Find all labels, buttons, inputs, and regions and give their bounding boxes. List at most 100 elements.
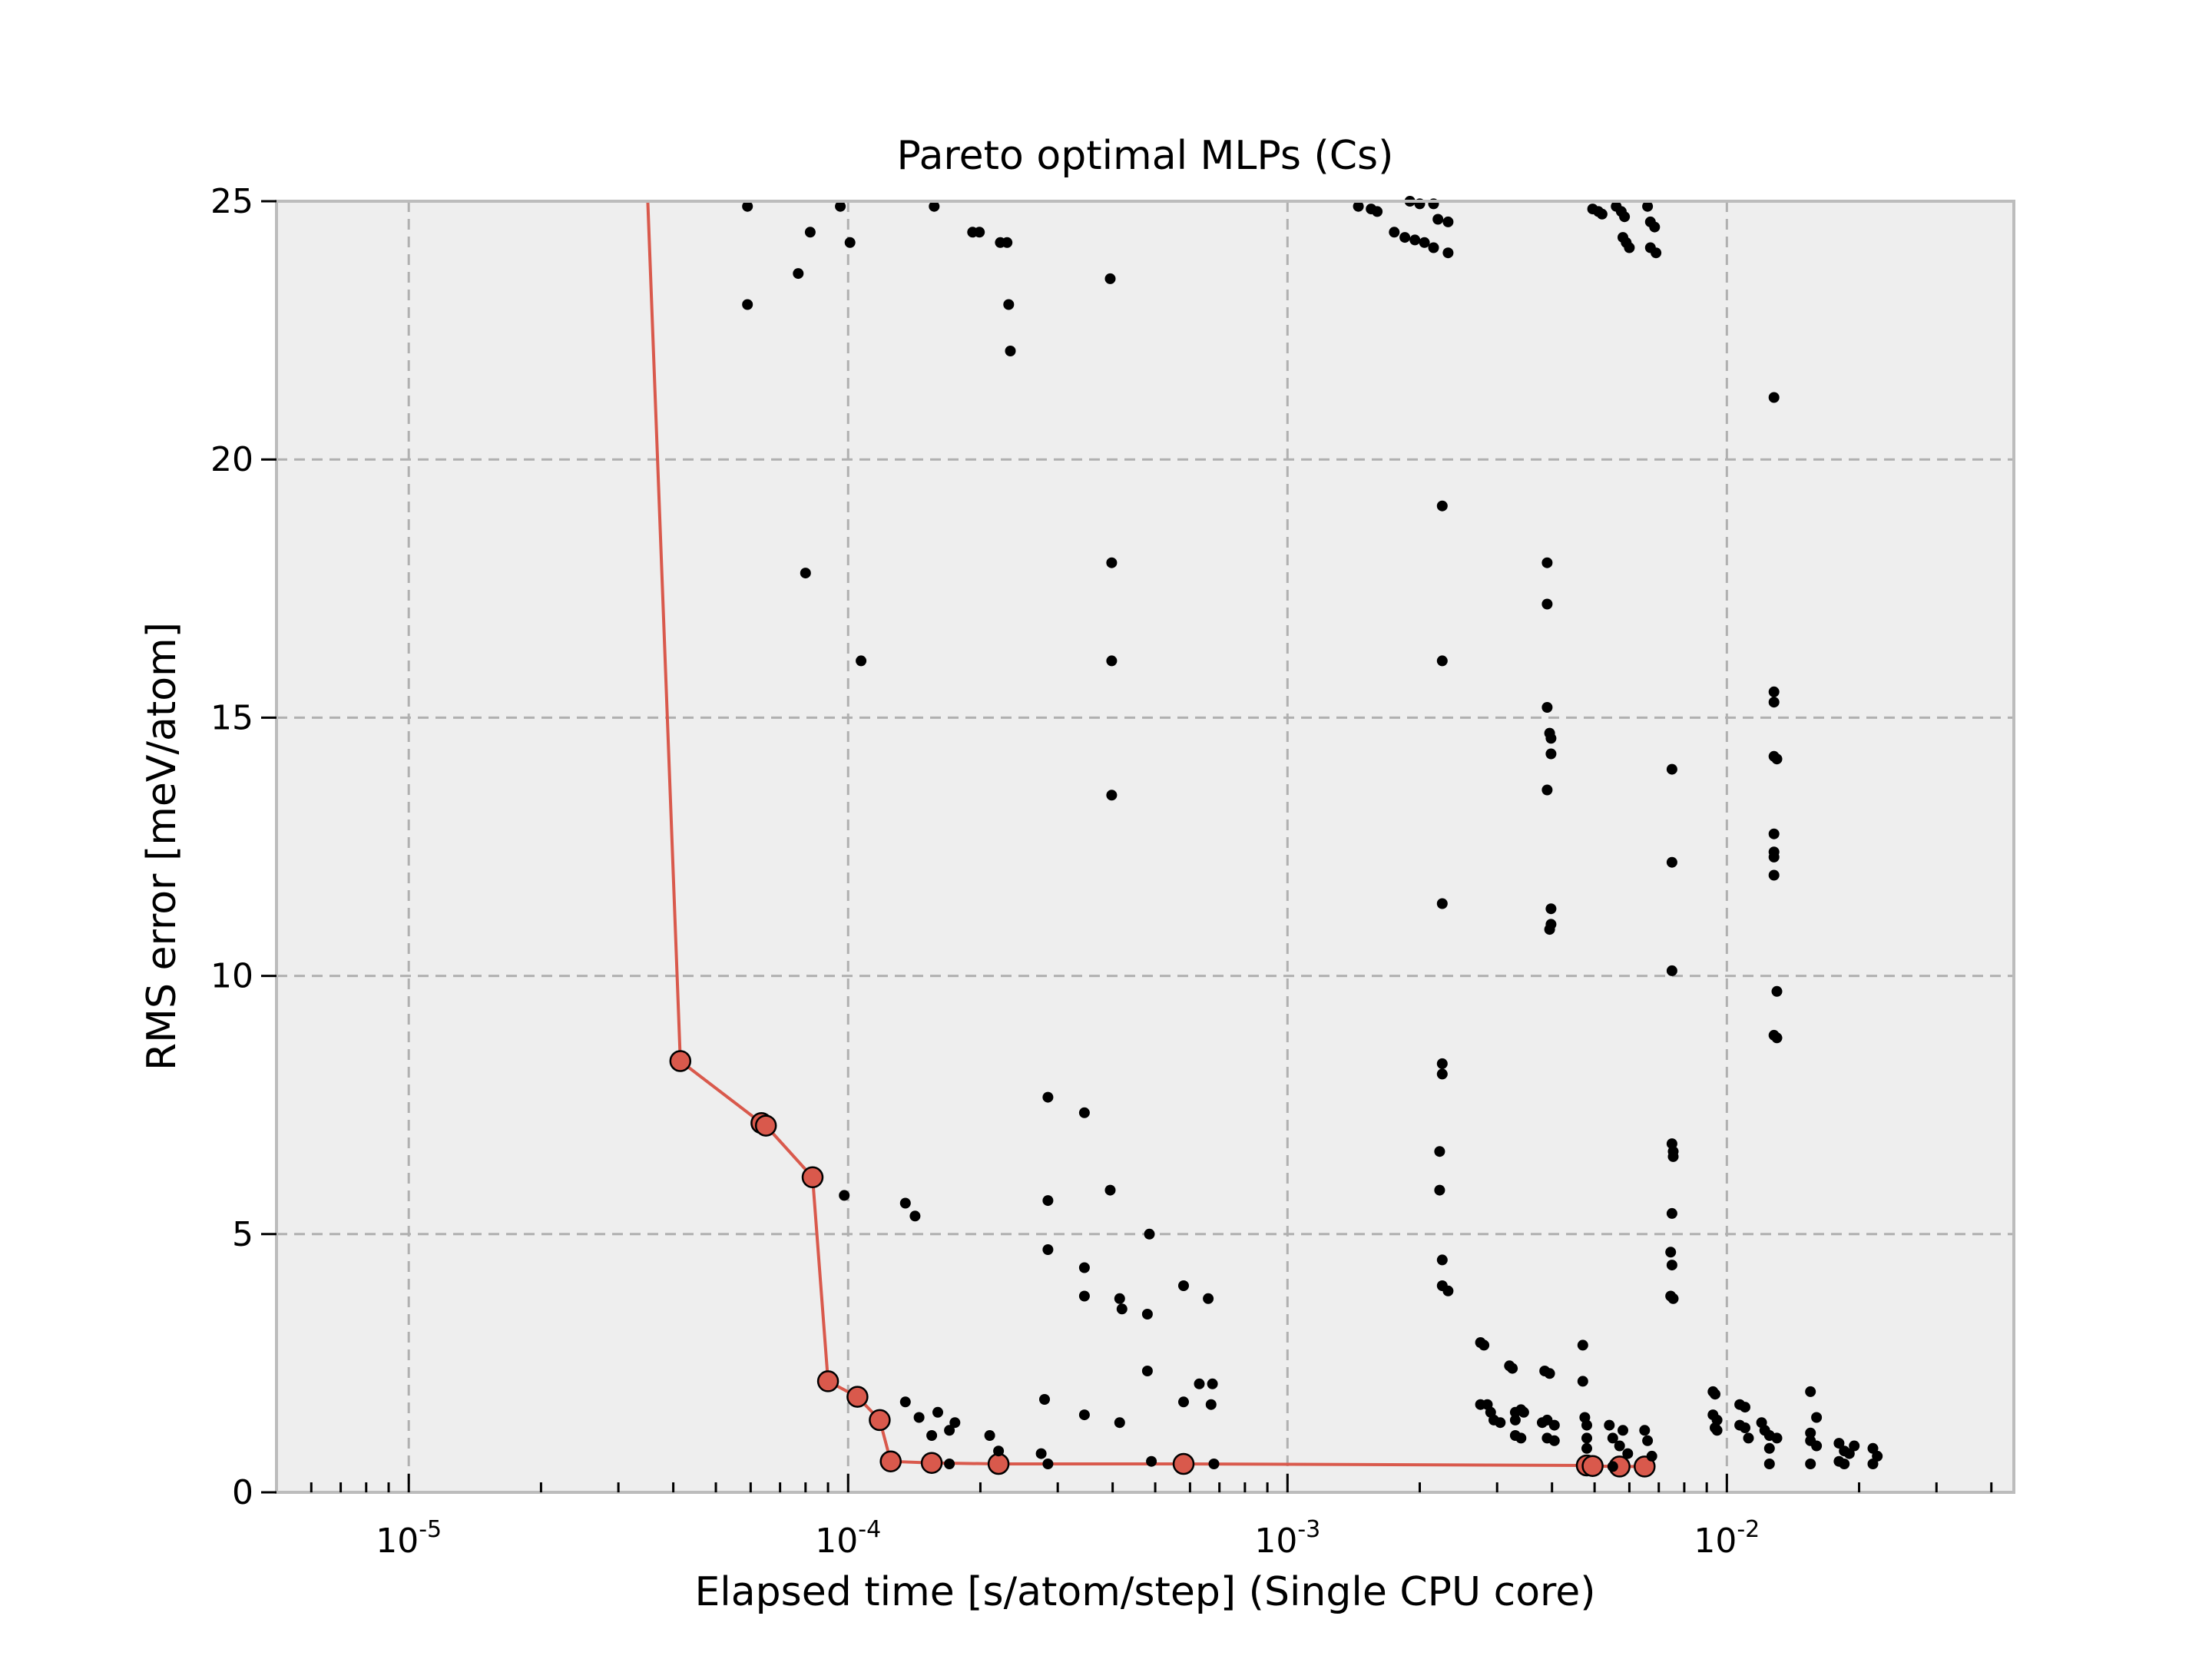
model-point-18 (1106, 790, 1118, 801)
model-point-74 (1665, 1247, 1677, 1258)
model-point-150 (1577, 1376, 1588, 1387)
chart-title: Pareto optimal MLPs (Cs) (897, 133, 1394, 179)
model-point-182 (1811, 1412, 1823, 1423)
model-point-113 (926, 1430, 938, 1441)
model-point-38 (1442, 216, 1454, 227)
pareto-point-10 (987, 1452, 1010, 1475)
model-point-106 (1203, 1293, 1214, 1304)
model-point-93 (1042, 1091, 1054, 1103)
model-point-120 (1039, 1394, 1050, 1405)
model-point-91 (899, 1197, 911, 1209)
model-point-0 (742, 200, 753, 212)
model-point-149 (1577, 1339, 1588, 1351)
model-point-96 (1078, 1107, 1090, 1118)
model-point-116 (949, 1417, 961, 1429)
y-tick-label-0: 0 (232, 1473, 253, 1512)
model-point-4 (800, 568, 811, 579)
model-point-162 (1642, 1435, 1654, 1446)
plot-area (276, 201, 2014, 1492)
model-point-153 (1581, 1432, 1592, 1444)
model-point-118 (984, 1430, 995, 1441)
model-point-39 (1442, 247, 1454, 259)
model-point-158 (1618, 1425, 1628, 1436)
model-point-5 (835, 200, 846, 212)
model-point-123 (1078, 1409, 1090, 1421)
model-point-190 (1849, 1440, 1860, 1452)
model-point-82 (1771, 753, 1783, 765)
model-point-95 (1042, 1244, 1054, 1255)
model-point-90 (839, 1190, 850, 1201)
x-axis-label: Elapsed time [s/atom/step] (Single CPU c… (694, 1569, 1595, 1615)
axis-ticks: 10-5 10-4 10-3 10-2 0 5 10 15 20 25 (210, 182, 1993, 1561)
model-point-171 (1740, 1402, 1750, 1413)
model-point-135 (1507, 1363, 1518, 1374)
model-point-79 (1768, 686, 1780, 697)
model-point-186 (1805, 1459, 1816, 1469)
model-point-148 (1548, 1435, 1560, 1446)
model-point-103 (1141, 1309, 1153, 1320)
model-point-50 (1545, 903, 1557, 915)
model-point-61 (1624, 242, 1635, 253)
y-tick-label-1: 5 (232, 1215, 253, 1254)
model-point-73 (1666, 1207, 1677, 1219)
model-point-19 (1436, 500, 1448, 512)
model-point-64 (1649, 221, 1661, 233)
pareto-point-6 (846, 1386, 869, 1408)
model-point-29 (1353, 200, 1364, 212)
model-point-89 (1771, 1032, 1783, 1044)
model-point-115 (944, 1425, 955, 1436)
model-point-173 (1740, 1422, 1750, 1433)
model-point-97 (1078, 1262, 1090, 1273)
model-point-191 (1843, 1448, 1855, 1459)
model-point-156 (1607, 1432, 1618, 1444)
model-point-179 (1763, 1442, 1775, 1454)
model-point-25 (1434, 1184, 1445, 1196)
x-tick-label-3: 10-2 (1694, 1516, 1760, 1561)
model-point-122 (1042, 1459, 1054, 1469)
model-point-112 (913, 1412, 925, 1423)
model-point-52 (1544, 924, 1555, 935)
model-point-98 (1078, 1290, 1090, 1302)
pareto-point-15 (1634, 1455, 1656, 1478)
model-point-43 (1541, 557, 1553, 568)
model-point-86 (1768, 869, 1780, 881)
model-point-26 (1436, 1254, 1448, 1266)
pareto-point-5 (816, 1370, 839, 1392)
model-point-139 (1518, 1406, 1529, 1418)
model-point-143 (1544, 1368, 1555, 1379)
y-tick-label-4: 20 (210, 440, 253, 479)
model-point-69 (1666, 965, 1677, 976)
y-tick-label-3: 15 (210, 698, 253, 737)
model-point-154 (1581, 1442, 1592, 1454)
model-point-49 (1541, 784, 1553, 796)
model-point-126 (1208, 1459, 1220, 1469)
model-point-160 (1607, 1461, 1618, 1472)
pareto-front (646, 200, 1656, 1478)
model-point-31 (1372, 206, 1383, 217)
model-point-48 (1545, 748, 1557, 760)
y-axis-label: RMS error [meV/atom] (139, 622, 185, 1071)
model-point-165 (1710, 1389, 1720, 1400)
model-point-104 (1141, 1366, 1153, 1376)
model-point-66 (1651, 247, 1662, 259)
model-point-1 (742, 299, 753, 310)
model-point-16 (1106, 557, 1118, 568)
model-point-99 (1104, 1184, 1116, 1196)
model-point-47 (1545, 733, 1557, 744)
model-point-2 (793, 268, 804, 280)
model-point-111 (899, 1396, 911, 1408)
model-point-183 (1805, 1427, 1816, 1439)
model-point-180 (1763, 1459, 1775, 1469)
model-point-100 (1114, 1293, 1125, 1304)
model-point-107 (1194, 1378, 1205, 1389)
pareto-point-11 (1172, 1452, 1195, 1475)
pareto-point-1 (669, 1050, 692, 1072)
model-point-121 (1035, 1448, 1047, 1459)
model-point-159 (1622, 1448, 1634, 1459)
model-point-178 (1771, 1432, 1783, 1444)
model-point-45 (1541, 702, 1553, 713)
model-point-187 (1833, 1438, 1845, 1449)
y-tick-label-2: 10 (210, 957, 253, 996)
model-point-75 (1666, 1260, 1677, 1271)
